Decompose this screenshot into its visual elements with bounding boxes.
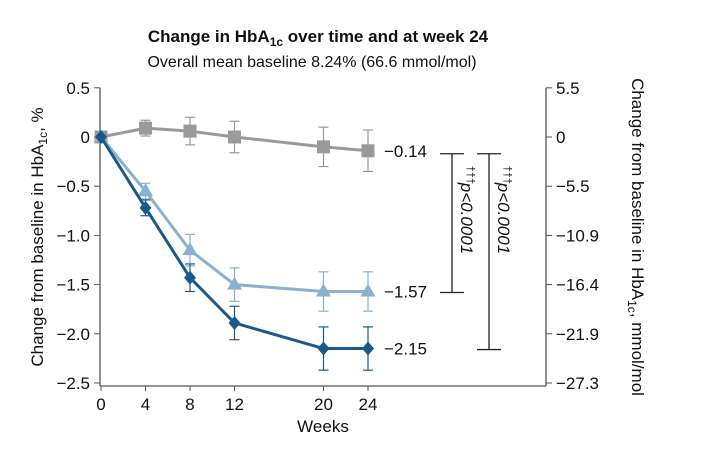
end-value-label: −2.15	[384, 340, 427, 359]
square-marker	[139, 121, 152, 135]
triangle-marker	[138, 183, 153, 197]
x-tick-label: 12	[225, 395, 244, 414]
series-line	[99, 136, 368, 351]
y-tick-label-right: 5.5	[556, 79, 580, 98]
significance-annotations: †††p<0.0001†††p<0.0001	[440, 153, 513, 351]
y-tick-label-left: −1.0	[56, 226, 90, 245]
y-tick-label-left: −0.5	[56, 177, 90, 196]
dagger-symbols: †††	[464, 166, 476, 184]
series-line	[99, 136, 368, 293]
x-tick-label: 20	[314, 395, 333, 414]
y-tick-label-left: 0.5	[66, 79, 90, 98]
y-tick-label-right: −5.5	[556, 177, 590, 196]
x-tick-label: 8	[185, 395, 194, 414]
p-value-label: p<0.0001	[494, 182, 513, 254]
p-value-label: p<0.0001	[457, 182, 476, 254]
series-line	[100, 126, 369, 153]
triangle-marker	[360, 283, 376, 297]
series-triangle: −1.57	[93, 129, 427, 312]
triangle-marker	[316, 283, 331, 297]
diamond-marker	[95, 130, 107, 144]
y-tick-label-left: 0	[81, 128, 90, 147]
series: −0.14 −1.57 −2.15	[93, 116, 427, 371]
y-tick-label-right: −16.4	[556, 276, 599, 295]
diamond-marker	[184, 270, 196, 285]
significance-bracket: †††p<0.0001	[440, 153, 476, 294]
p-value-group: †††p<0.0001	[457, 166, 476, 254]
triangle-marker	[182, 242, 198, 256]
series-square: −0.14	[94, 116, 427, 173]
dagger-symbols: †††	[501, 166, 513, 184]
p-value-group: †††p<0.0001	[494, 166, 513, 254]
y-tick-label-right: −21.9	[556, 325, 599, 344]
series-diamond: −2.15	[95, 130, 427, 371]
end-value-label: −1.57	[384, 282, 427, 301]
end-value-label: −0.14	[384, 142, 427, 161]
square-marker	[228, 130, 241, 144]
diamond-marker	[362, 341, 374, 356]
ticks: 0.5 5.5 0 0 −0.5 −5.5 −1.0 −10.9 −1.5 −16.4 −2.0 −2…	[56, 79, 599, 414]
y-tick-label-right: −10.9	[556, 226, 599, 245]
triangle-marker	[227, 276, 242, 290]
y-tick-label-left: −1.5	[56, 276, 90, 295]
x-tick-label: 4	[141, 395, 150, 414]
x-tick-label: 24	[359, 395, 378, 414]
x-tick-label: 0	[96, 395, 105, 414]
square-marker	[361, 144, 375, 158]
diamond-marker	[317, 341, 330, 356]
chart-title: Change in HbA1c over time and at week 24	[148, 27, 489, 49]
significance-bracket: †††p<0.0001	[477, 153, 513, 351]
chart-subtitle: Overall mean baseline 8.24% (66.6 mmol/m…	[147, 54, 476, 71]
square-marker	[183, 124, 197, 138]
y-axis-label-left: Change from baseline in HbA1c, %	[28, 107, 50, 366]
y-tick-label-left: −2.0	[56, 325, 90, 344]
y-tick-label-right: 0	[556, 128, 565, 147]
x-axis-label: Weeks	[297, 417, 349, 436]
y-tick-label-left: −2.5	[56, 374, 90, 393]
diamond-marker	[228, 315, 241, 330]
square-marker	[317, 140, 330, 154]
y-tick-label-right: −27.3	[556, 374, 599, 393]
y-axis-label-right: Change from baseline in HbA1c, mmol/mol	[625, 78, 647, 396]
diamond-marker	[139, 200, 152, 215]
